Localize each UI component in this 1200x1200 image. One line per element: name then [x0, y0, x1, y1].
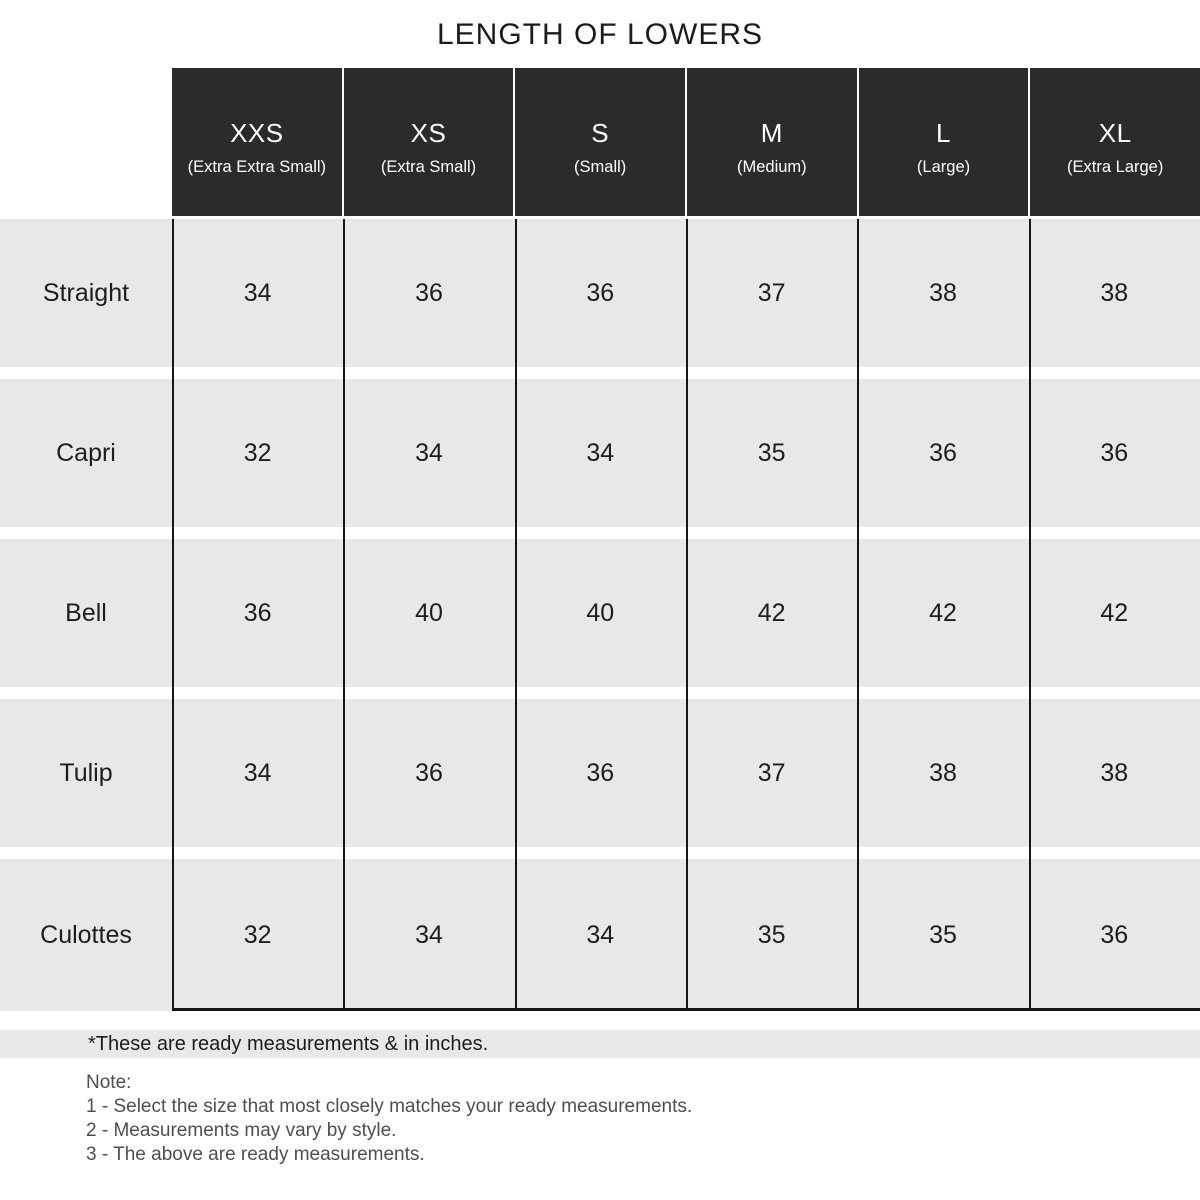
cell-culottes-xxs: 32 — [243, 920, 272, 949]
cell-capri-xxs: 32 — [243, 438, 272, 467]
cell-culottes-m: 35 — [757, 920, 786, 949]
row-cells: 32 34 34 35 36 36 — [172, 379, 1200, 527]
footnote-strip: *These are ready measurements & in inche… — [0, 1030, 1200, 1058]
note-block: Note: 1 - Select the size that most clos… — [86, 1071, 692, 1167]
column-header-l: L (Large) — [856, 68, 1029, 216]
column-divider — [343, 219, 345, 1011]
cell-tulip-xl: 38 — [1100, 758, 1129, 787]
row-cells: 32 34 34 35 35 36 — [172, 859, 1200, 1011]
column-divider — [515, 219, 517, 1011]
column-header-xs: XS (Extra Small) — [341, 68, 514, 216]
size-table-header: XXS (Extra Extra Small) XS (Extra Small)… — [172, 68, 1200, 216]
cell-straight-l: 38 — [929, 278, 957, 307]
cell-bell-l: 42 — [929, 598, 957, 627]
footnote-text: *These are ready measurements & in inche… — [88, 1033, 489, 1055]
row-cells: 34 36 36 37 38 38 — [172, 219, 1200, 367]
size-code: L — [936, 117, 951, 148]
cell-bell-xs: 40 — [415, 598, 443, 627]
cell-culottes-l: 35 — [929, 920, 957, 949]
column-header-xxs: XXS (Extra Extra Small) — [172, 68, 342, 216]
table-row-bell: Bell 36 40 40 42 42 42 — [0, 539, 1200, 687]
column-header-m: M (Medium) — [685, 68, 857, 216]
size-description: (Extra Small) — [380, 157, 477, 176]
cell-tulip-xs: 36 — [415, 758, 443, 787]
row-cells: 36 40 40 42 42 42 — [172, 539, 1200, 687]
row-label-tulip: Tulip — [59, 758, 113, 787]
row-cells: 34 36 36 37 38 38 — [172, 699, 1200, 847]
row-label-capri: Capri — [56, 438, 116, 467]
page-title: LENGTH OF LOWERS — [436, 18, 764, 51]
row-label-bell: Bell — [65, 598, 107, 627]
cell-capri-xl: 36 — [1100, 438, 1129, 467]
table-row-tulip: Tulip 34 36 36 37 38 38 — [0, 699, 1200, 847]
cell-straight-m: 37 — [757, 278, 786, 307]
size-description: (Extra Extra Small) — [187, 157, 327, 176]
cell-bell-s: 40 — [586, 598, 615, 627]
column-header-s: S (Small) — [513, 68, 686, 216]
cell-capri-l: 36 — [929, 438, 957, 467]
table-row-straight: Straight 34 36 36 37 38 38 — [0, 219, 1200, 367]
size-code: M — [760, 117, 783, 148]
size-code: S — [591, 117, 610, 148]
cell-straight-xl: 38 — [1100, 278, 1129, 307]
note-item: 3 - The above are ready measurements. — [86, 1144, 425, 1165]
size-code: XS — [410, 117, 447, 148]
size-table-body: Straight 34 36 36 37 38 38 Capri 32 34 3… — [0, 219, 1200, 1011]
cell-culottes-xs: 34 — [415, 920, 443, 949]
cell-culottes-xl: 36 — [1100, 920, 1129, 949]
note-item: 1 - Select the size that most closely ma… — [86, 1096, 693, 1117]
table-left-border — [172, 219, 174, 1011]
table-row-culottes: Culottes 32 34 34 35 35 36 — [0, 859, 1200, 1011]
size-description: (Small) — [574, 157, 627, 176]
note-heading: Note: — [86, 1072, 132, 1093]
cell-capri-m: 35 — [757, 438, 786, 467]
cell-capri-s: 34 — [586, 438, 615, 467]
row-label-straight: Straight — [42, 278, 130, 307]
table-row-capri: Capri 32 34 34 35 36 36 — [0, 379, 1200, 527]
size-description: (Medium) — [737, 157, 807, 176]
size-code: XXS — [230, 117, 284, 148]
cell-capri-xs: 34 — [415, 438, 443, 467]
cell-culottes-s: 34 — [586, 920, 615, 949]
cell-bell-m: 42 — [757, 598, 786, 627]
cell-straight-xs: 36 — [415, 278, 443, 307]
column-divider — [1029, 219, 1031, 1011]
cell-tulip-m: 37 — [757, 758, 786, 787]
column-divider — [857, 219, 859, 1011]
table-bottom-border — [172, 1008, 1200, 1011]
column-divider — [686, 219, 688, 1011]
size-code: XL — [1098, 117, 1132, 148]
cell-tulip-xxs: 34 — [243, 758, 272, 787]
cell-tulip-l: 38 — [929, 758, 957, 787]
size-description: (Large) — [916, 157, 971, 176]
note-item: 2 - Measurements may vary by style. — [86, 1120, 397, 1141]
size-description: (Extra Large) — [1067, 157, 1164, 176]
cell-bell-xl: 42 — [1100, 598, 1129, 627]
cell-straight-xxs: 34 — [243, 278, 272, 307]
row-label-culottes: Culottes — [40, 920, 132, 949]
cell-tulip-s: 36 — [586, 758, 615, 787]
cell-bell-xxs: 36 — [243, 598, 272, 627]
cell-straight-s: 36 — [586, 278, 615, 307]
column-header-xl: XL (Extra Large) — [1028, 68, 1200, 216]
